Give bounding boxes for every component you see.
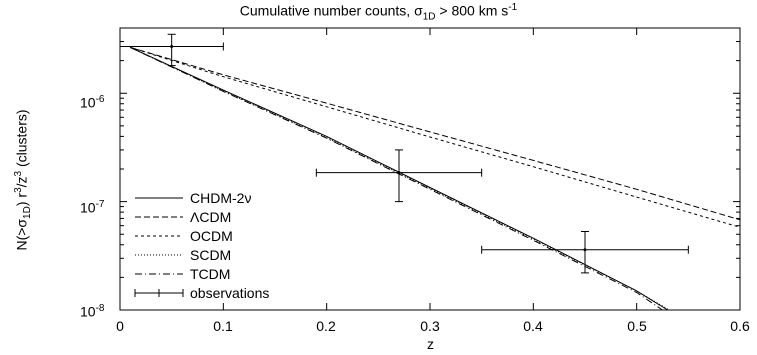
x-tick-label: 0.4 [523, 318, 543, 334]
y-tick-label: 10-8 [80, 303, 105, 320]
legend-label-chdm: CHDM-2ν [190, 190, 252, 206]
x-axis-label: z [427, 336, 434, 352]
x-tick-label: 0.2 [316, 318, 336, 334]
x-tick-label: 0.1 [213, 318, 233, 334]
series-line-1 [130, 46, 741, 221]
legend-label-scdm: SCDM [190, 247, 232, 263]
x-tick-label: 0 [116, 318, 124, 334]
series-line-2 [130, 46, 741, 228]
observation-point [397, 171, 401, 175]
x-tick-label: 0.5 [627, 318, 647, 334]
observations-group [119, 33, 689, 274]
observation-point [583, 248, 587, 252]
y-tick-label: 10-7 [80, 199, 105, 216]
x-tick-label: 0.3 [420, 318, 440, 334]
chart-title: Cumulative number counts, σ1D > 800 km s… [239, 2, 518, 23]
series-group [130, 46, 741, 311]
axes-box [119, 27, 741, 311]
legend [134, 197, 184, 297]
legend-label-observations: observations [190, 285, 270, 301]
plot-frame [119, 27, 741, 311]
legend-label-lcdm: ΛCDM [190, 209, 232, 225]
observation-point [170, 44, 174, 48]
y-tick-label: 10-6 [80, 94, 105, 111]
series-line-4 [130, 46, 663, 311]
x-tick-label: 0.6 [730, 318, 750, 334]
legend-label-tcdm: TCDM [190, 266, 231, 282]
legend-label-ocdm: OCDM [190, 228, 233, 244]
